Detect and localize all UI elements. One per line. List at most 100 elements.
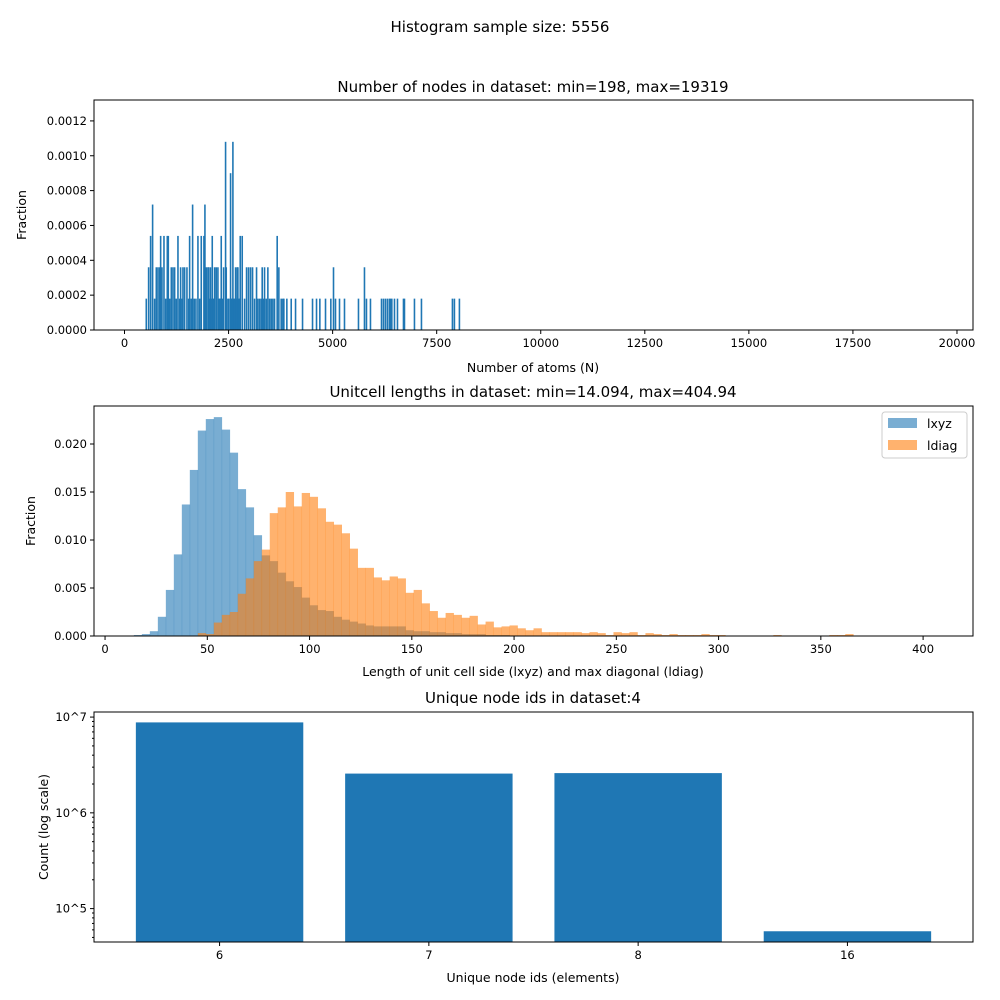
histogram-bar <box>402 298 405 330</box>
histogram-bar <box>155 267 158 330</box>
histogram-bar <box>177 235 179 330</box>
histogram-bar <box>233 298 236 330</box>
histogram-bar-ldiag <box>453 614 462 636</box>
histogram-bar <box>369 298 372 330</box>
histogram-bar <box>167 235 170 330</box>
histogram-bar <box>198 298 201 330</box>
histogram-bar <box>453 298 456 330</box>
histogram-bar <box>330 298 332 330</box>
nodes-histogram-axes: Number of nodes in dataset: min=198, max… <box>14 78 975 375</box>
x-tick-label: 350 <box>810 642 832 656</box>
histogram-bar-lxyz <box>141 634 151 636</box>
y-tick-label: 0.000 <box>54 629 87 643</box>
bar-7 <box>345 773 513 942</box>
y-axis-label: Fraction <box>23 496 38 546</box>
x-tick-label: 10000 <box>522 336 559 350</box>
x-tick-label: 100 <box>299 642 321 656</box>
histogram-bar-ldiag <box>701 634 710 636</box>
histogram-bar <box>175 298 178 330</box>
histogram-bar <box>393 298 396 330</box>
histogram-bar-lxyz <box>197 430 207 636</box>
histogram-bar <box>235 298 238 330</box>
histogram-bar <box>290 298 293 330</box>
histogram-bar-ldiag <box>381 580 390 636</box>
histogram-bar-ldiag <box>589 632 598 636</box>
bar-6 <box>135 722 304 942</box>
histogram-bar <box>186 267 188 330</box>
y-tick-label: 0.0010 <box>47 149 87 163</box>
histogram-bar <box>212 298 215 330</box>
histogram-bar <box>319 298 321 330</box>
histogram-bar-ldiag <box>477 624 486 636</box>
histogram-bar-ldiag <box>517 628 526 636</box>
histogram-bar-lxyz <box>173 554 183 636</box>
histogram-bar-ldiag <box>405 592 414 636</box>
histogram-bar <box>315 298 318 330</box>
histogram-bar-ldiag <box>653 634 662 636</box>
histogram-bar-lxyz <box>189 469 199 636</box>
x-tick-label: 12500 <box>627 336 664 350</box>
histogram-bar <box>380 298 383 330</box>
histogram-bar-lxyz <box>157 616 167 636</box>
histogram-bar <box>200 235 203 330</box>
y-tick-label: 0.0008 <box>47 184 87 198</box>
histogram-bar <box>197 235 199 330</box>
histogram-bar <box>170 267 173 330</box>
histogram-bar <box>270 298 272 330</box>
histogram-bar <box>237 267 239 330</box>
histogram-bar-ldiag <box>285 492 295 636</box>
bar-16 <box>763 931 932 942</box>
histogram-bar-ldiag <box>333 524 342 636</box>
x-tick-label: 50 <box>200 642 215 656</box>
x-axis-label: Unique node ids (elements) <box>447 970 620 985</box>
legend-label-ldiag: ldiag <box>927 438 957 453</box>
histogram-bar-ldiag <box>573 632 582 636</box>
histogram-bar-ldiag <box>397 578 406 636</box>
histogram-bar <box>451 298 454 330</box>
histogram-bar-ldiag <box>229 612 239 636</box>
histogram-bar <box>229 173 232 330</box>
legend-swatch-lxyz <box>888 418 917 428</box>
y-tick-label: 0.0004 <box>47 253 87 267</box>
y-tick-label: 0.005 <box>54 581 87 595</box>
histogram-bar <box>389 298 392 330</box>
y-tick-label: 0.010 <box>54 533 87 547</box>
histogram-bar <box>231 298 233 330</box>
histogram-bar <box>188 235 191 330</box>
histogram-bar <box>145 298 148 330</box>
histogram-bar <box>413 298 416 330</box>
histogram-bar <box>208 298 211 330</box>
histogram-bar <box>280 298 282 330</box>
chart-title: Unique node ids in dataset:4 <box>425 689 641 707</box>
y-tick-label: 0.020 <box>54 437 87 451</box>
histogram-bar <box>365 298 368 330</box>
histogram-bar-ldiag <box>621 633 630 636</box>
histogram-bar <box>363 267 366 330</box>
histogram-bar <box>168 298 171 330</box>
histogram-bar-lxyz <box>237 489 247 636</box>
histogram-bar <box>209 267 212 330</box>
histogram-bar-ldiag <box>845 634 854 636</box>
histogram-bar-ldiag <box>253 561 263 636</box>
histogram-bar <box>245 267 248 330</box>
bar-8 <box>554 773 722 942</box>
histogram-bar <box>241 235 244 330</box>
x-tick-label: 16 <box>840 948 855 962</box>
y-tick-label: 10^5 <box>55 902 87 916</box>
histogram-bar <box>173 267 176 330</box>
histogram-bar <box>211 235 214 330</box>
histogram-bar <box>163 235 165 330</box>
histogram-bar <box>215 267 218 330</box>
histogram-bar <box>243 298 246 330</box>
chart-title: Number of nodes in dataset: min=198, max… <box>337 78 728 96</box>
histogram-bar-ldiag <box>301 492 311 636</box>
x-tick-label: 2500 <box>214 336 243 350</box>
x-tick-label: 20000 <box>939 336 976 350</box>
histogram-bar <box>181 298 183 330</box>
histogram-bar <box>343 298 346 330</box>
y-tick-label: 10^6 <box>55 806 87 820</box>
histogram-bar-ldiag <box>365 567 374 636</box>
histogram-bar-ldiag <box>557 632 566 636</box>
histogram-bar-lxyz <box>165 589 175 636</box>
